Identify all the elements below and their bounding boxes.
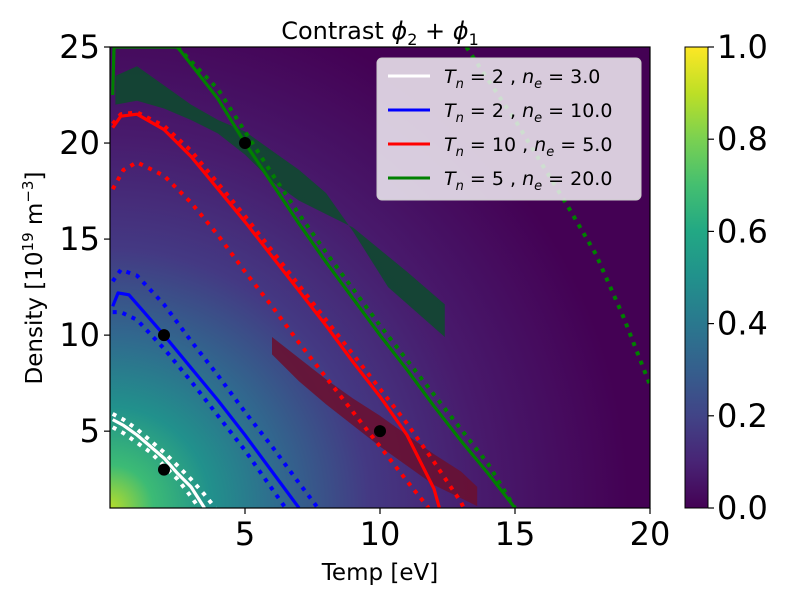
ylabel-mid: m: [22, 203, 48, 233]
blue-solid-curve: [111, 291, 301, 508]
colorbar-tick-label-0.0: 0.0: [717, 489, 768, 527]
y-tick-label-10: 10: [59, 316, 100, 354]
x-axis-label: Temp [eV]: [321, 560, 438, 586]
colorbar-ticks: 0.0 0.2 0.4 0.6 0.8 1.0: [708, 28, 768, 527]
marker-T10-n5: [374, 425, 386, 438]
y-ticks: 5 10 15 20 25: [59, 28, 110, 450]
green-solid-curve: [111, 47, 517, 508]
legend: Tn = 2 , ne = 3.0 Tn = 2 , ne = 10.0 Tn = …: [376, 57, 642, 201]
x-tick-label-15: 15: [495, 515, 536, 553]
white-solid-curve: [111, 418, 206, 508]
title-phi-b: ϕ: [453, 17, 469, 45]
red-band-region: [272, 337, 478, 507]
title-sub-b: 1: [469, 30, 479, 49]
title-plus: +: [417, 17, 452, 45]
y-tick-label-15: 15: [59, 220, 100, 258]
ylabel-prefix: Density [10: [22, 251, 48, 384]
y-axis-label: Density [1019 m−3]: [19, 172, 48, 385]
chart-title: Contrast ϕ2 + ϕ1: [281, 17, 479, 49]
x-tick-label-10: 10: [360, 515, 401, 553]
white-dotted-lower-curve: [111, 425, 201, 508]
red-dotted-lower-curve: [110, 160, 431, 508]
green-dotted-far-curve: [464, 47, 650, 386]
marker-T5-n20: [239, 137, 251, 150]
title-prefix: Contrast: [281, 17, 391, 45]
y-tick-label-5: 5: [80, 412, 100, 450]
ylabel-exp: 19: [19, 232, 37, 251]
marker-T2-n10: [158, 329, 170, 342]
x-tick-label-20: 20: [630, 515, 671, 553]
colorbar-tick-label-0.8: 0.8: [717, 120, 768, 158]
ylabel-suffix: ]: [22, 172, 48, 181]
ylabel-exp2: −3: [19, 181, 37, 203]
colorbar-tick-label-1.0: 1.0: [717, 28, 768, 66]
legend-label-1: Tn = 2 , ne = 10.0: [444, 100, 612, 126]
title-phi-a: ϕ: [391, 17, 407, 45]
legend-box: [376, 57, 642, 201]
legend-label-3: Tn = 5 , ne = 20.0: [444, 168, 612, 194]
blue-dotted-upper-curve: [111, 267, 320, 508]
green-band-region: [115, 66, 445, 338]
colorbar-tick-label-0.4: 0.4: [717, 305, 768, 343]
legend-label-0: Tn = 2 , ne = 3.0: [444, 66, 600, 92]
y-tick-label-20: 20: [59, 124, 100, 162]
marker-T2-n3: [158, 463, 170, 476]
colorbar-tick-label-0.6: 0.6: [717, 212, 768, 250]
colorbar-tick-label-0.2: 0.2: [717, 397, 768, 435]
plot-layer: [110, 47, 650, 508]
red-dotted-upper-curve: [111, 110, 466, 508]
colorbar: [684, 46, 709, 509]
x-tick-label-5: 5: [235, 515, 255, 553]
y-tick-label-25: 25: [59, 28, 100, 66]
red-solid-curve: [111, 112, 441, 508]
legend-label-2: Tn = 10 , ne = 5.0: [444, 134, 612, 160]
title-sub-a: 2: [407, 30, 417, 49]
x-ticks: 5 10 15 20: [235, 508, 671, 553]
